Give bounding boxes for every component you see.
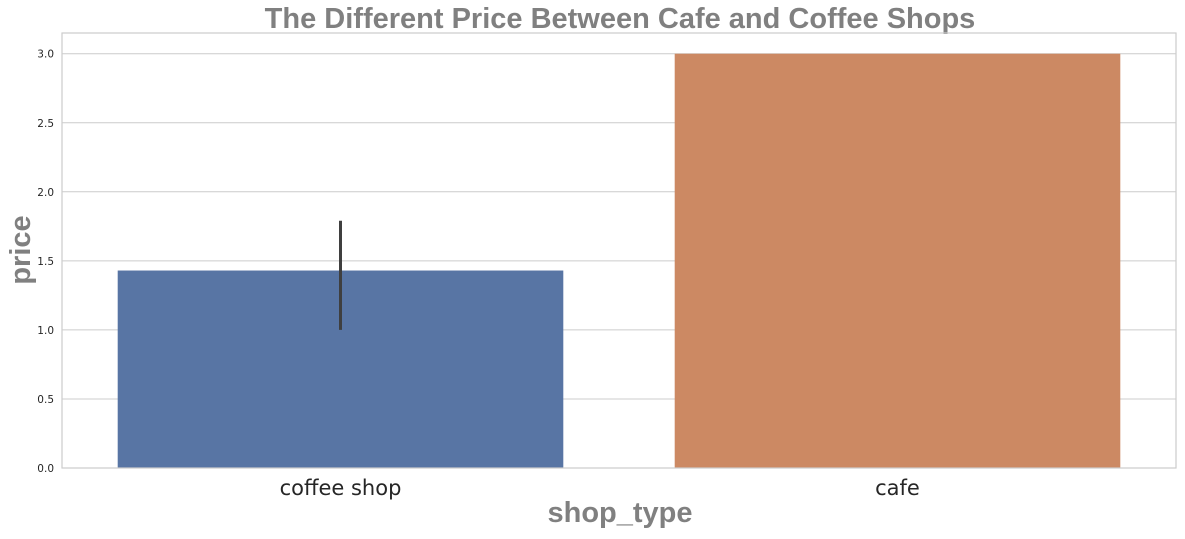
y-tick-label: 0.0 <box>37 463 54 475</box>
x-tick-labels: coffee shop cafe <box>280 476 920 500</box>
y-tick-label: 0.5 <box>37 394 54 406</box>
bars <box>117 53 1121 468</box>
y-axis-label: price <box>5 215 37 284</box>
y-tick-label: 2.5 <box>37 118 54 130</box>
bar-cafe <box>674 53 1121 468</box>
x-tick-label: coffee shop <box>280 476 402 500</box>
y-tick-label: 3.0 <box>37 49 54 61</box>
y-tick-label: 1.5 <box>37 256 54 268</box>
x-tick-label: cafe <box>875 476 920 500</box>
y-tick-label: 1.0 <box>37 325 54 337</box>
x-axis-label: shop_type <box>547 497 692 529</box>
plot-frame <box>61 32 1177 469</box>
y-tick-label: 2.0 <box>37 187 54 199</box>
y-tick-labels: 0.0 0.5 1.0 1.5 2.0 2.5 3.0 <box>37 49 54 475</box>
chart-title: The Different Price Between Cafe and Cof… <box>265 3 976 35</box>
